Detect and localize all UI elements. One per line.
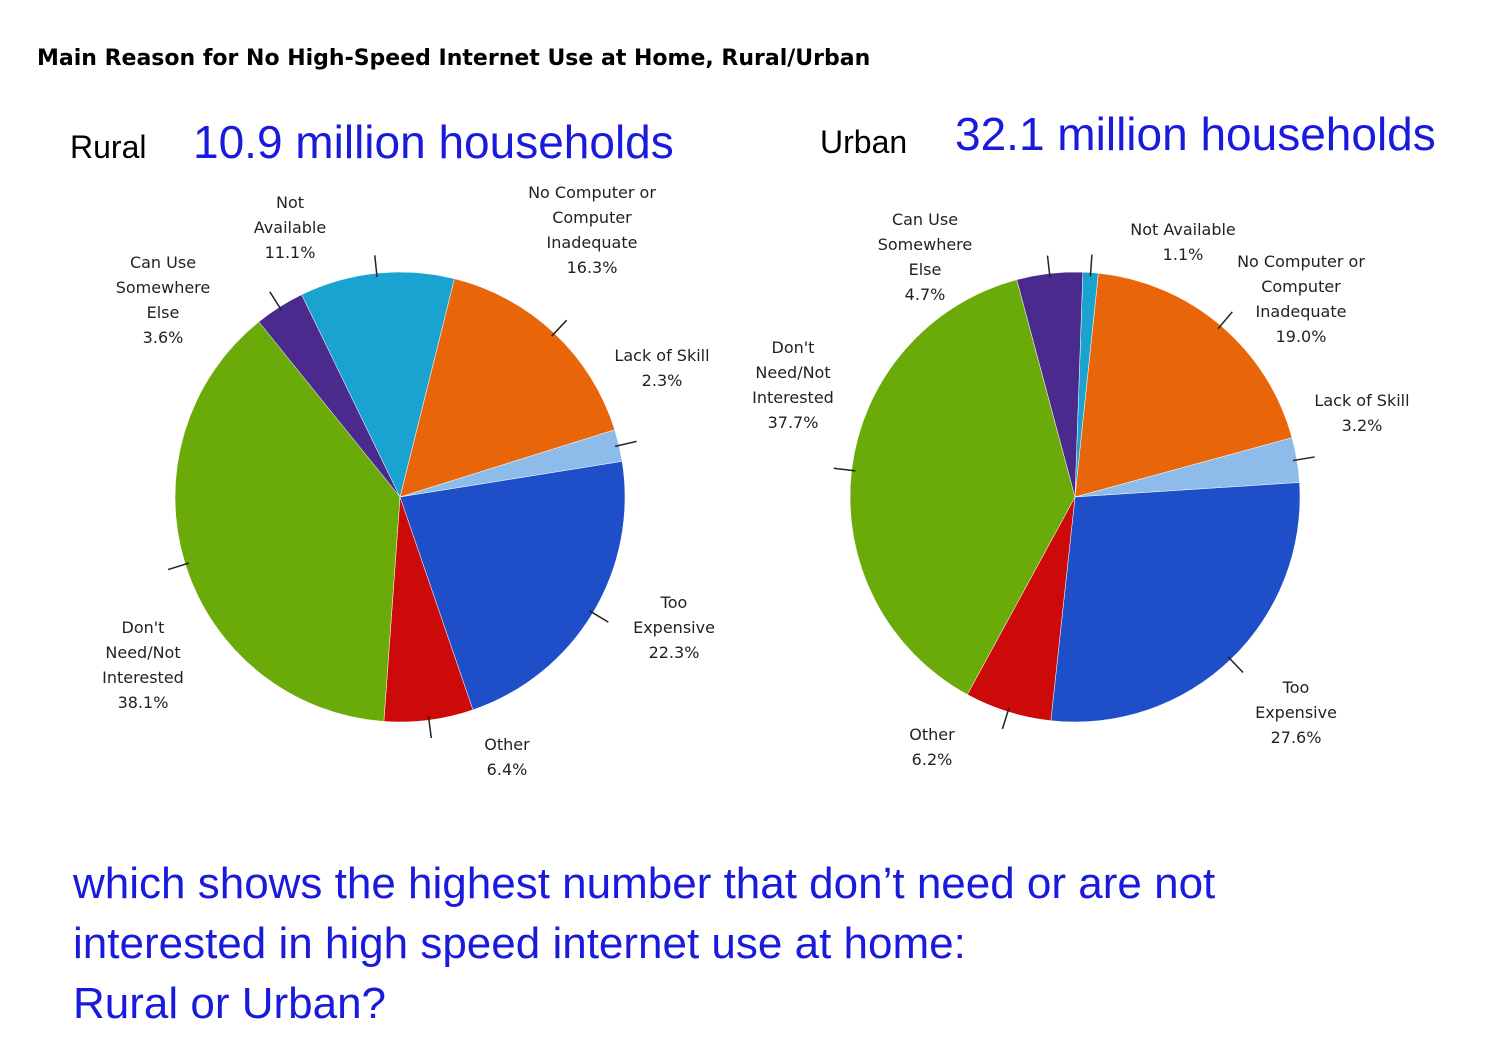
slice-label: Lack of Skill 3.2% [1302, 388, 1422, 438]
category: Lack of Skill [614, 346, 710, 365]
category: Don't Need/Not Interested [102, 618, 184, 687]
slice-label: Not Available 11.1% [245, 190, 335, 265]
leader-line [1001, 707, 1010, 730]
slice-label: Other 6.4% [467, 732, 547, 782]
leader-line [374, 255, 378, 278]
slice-label: No Computer or Computer Inadequate 16.3% [527, 180, 657, 280]
slice-label: Lack of Skill 2.3% [602, 343, 722, 393]
slice-label: No Computer or Computer Inadequate 19.0% [1236, 249, 1366, 349]
pie-label: Urban [820, 124, 907, 160]
category: Not Available [253, 193, 327, 237]
leader-line [269, 291, 283, 311]
slice-label: No Computer or Computer Inadequate 16.3% [527, 180, 657, 280]
pie-subtitle: 10.9 million households [193, 116, 674, 168]
slice-label: Too Expensive 22.3% [624, 590, 724, 665]
category: Can Use Somewhere Else [115, 253, 211, 322]
slice-label: Too Expensive 22.3% [624, 590, 724, 665]
value-label: 22.3% [648, 643, 700, 662]
slice-label: Don't Need/Not Interested 37.7% [738, 335, 848, 435]
slice-label: Don't Need/Not Interested 38.1% [83, 615, 203, 715]
category: Too Expensive [1255, 678, 1337, 722]
slice-label: No Computer or Computer Inadequate 19.0% [1236, 249, 1366, 349]
slice-label: Can Use Somewhere Else 3.6% [108, 250, 218, 350]
slice-label: Other 6.2% [892, 722, 972, 772]
value-label: 4.7% [904, 285, 946, 304]
value-label: 16.3% [566, 258, 618, 277]
question: interested in high speed internet use at… [73, 919, 966, 968]
slice-label: Lack of Skill 3.2% [1302, 388, 1422, 438]
leader-line [427, 716, 433, 739]
category: Lack of Skill [1314, 391, 1410, 410]
value-label: 27.6% [1270, 728, 1322, 747]
leader-line [1089, 254, 1093, 277]
slice-label: Other 6.2% [892, 722, 972, 772]
leader-line [167, 562, 190, 571]
category: No Computer or Computer Inadequate [528, 183, 656, 252]
value-label: 11.1% [264, 243, 316, 262]
category: Can Use Somewhere Else [877, 210, 973, 279]
value-label: 38.1% [117, 693, 169, 712]
value-label: 1.1% [1162, 245, 1204, 264]
category: Other [484, 735, 530, 754]
value-label: 3.2% [1341, 416, 1383, 435]
value-label: 19.0% [1275, 327, 1327, 346]
value-label: 2.3% [641, 371, 683, 390]
leader-line [1227, 656, 1244, 673]
category: Other [909, 725, 955, 744]
leader-line [833, 467, 856, 472]
leader-line [551, 319, 568, 337]
leader-line [589, 610, 609, 623]
slice-label: Can Use Somewhere Else 4.7% [870, 207, 980, 307]
slice-label: Can Use Somewhere Else 4.7% [870, 207, 980, 307]
slice-label: Lack of Skill 2.3% [602, 343, 722, 393]
category: Not Available [1130, 220, 1236, 239]
category: No Computer or Computer Inadequate [1237, 252, 1365, 321]
slice-label: Can Use Somewhere Else 3.6% [108, 250, 218, 350]
slice-label: Not Available 1.1% [1108, 217, 1258, 267]
value-label: 6.2% [911, 750, 953, 769]
category: Don't Need/Not Interested [752, 338, 834, 407]
leader-line [1217, 311, 1233, 330]
leader-line [1292, 456, 1315, 462]
value-label: 37.7% [767, 413, 819, 432]
question: Rural or Urban? [73, 979, 386, 1028]
leader-line [1046, 255, 1051, 278]
slice-label: Too Expensive 27.6% [1246, 675, 1346, 750]
pie-label: Rural [70, 129, 146, 165]
question: which shows the highest number that don’… [72, 859, 1215, 908]
pie-subtitle: 32.1 million households [955, 108, 1436, 160]
leader-line [614, 440, 637, 448]
value-label: 3.6% [142, 328, 184, 347]
slice-label: Too Expensive 27.6% [1246, 675, 1346, 750]
slice-label: Other 6.4% [467, 732, 547, 782]
value-label: 6.4% [486, 760, 528, 779]
title: Main Reason for No High-Speed Internet U… [37, 46, 870, 71]
slice-label: Don't Need/Not Interested 37.7% [738, 335, 848, 435]
slice-label: Don't Need/Not Interested 38.1% [83, 615, 203, 715]
slice-label: Not Available 11.1% [245, 190, 335, 265]
category: Too Expensive [633, 593, 715, 637]
slice-label: Not Available 1.1% [1108, 217, 1258, 267]
